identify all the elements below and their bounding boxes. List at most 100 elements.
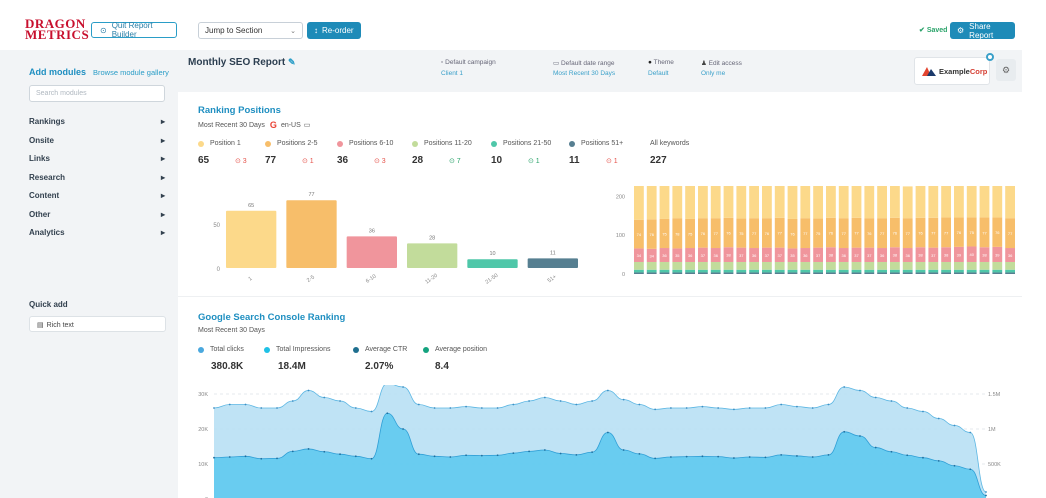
segment-data-label: 77 — [777, 231, 782, 236]
legend-item[interactable]: Positions 2-5 — [265, 140, 317, 147]
pencil-icon[interactable]: ✎ — [288, 57, 296, 67]
company-logo[interactable]: Example Corp — [914, 57, 990, 85]
segment-data-label: 36 — [880, 253, 885, 258]
impressions-point — [827, 403, 830, 406]
stacked-segment — [954, 217, 964, 247]
legend-value: 65 — [198, 155, 210, 166]
logo-settings-badge[interactable] — [986, 53, 994, 61]
segment-data-label: 76 — [726, 231, 731, 236]
segment-data-label: 37 — [854, 253, 859, 258]
gsc-legend-item[interactable]: Total Impressions — [264, 346, 330, 353]
stacked-segment — [877, 218, 887, 249]
stacked-segment — [902, 218, 913, 249]
add-modules-tab[interactable]: Add modules — [29, 67, 87, 77]
palette-icon: ● — [648, 59, 652, 66]
theme-value[interactable]: Default — [648, 70, 669, 77]
default-campaign-value[interactable]: Client 1 — [441, 70, 464, 77]
y-right-tick-label: 1M — [988, 427, 996, 433]
stacked-segment — [826, 261, 836, 270]
impressions-point — [465, 405, 467, 408]
stacked-segment — [749, 248, 759, 262]
date-range-value[interactable]: Most Recent 30 Days — [553, 70, 616, 77]
jump-to-section-select[interactable]: Jump to Section ⌄ — [198, 22, 303, 39]
clicks-point — [764, 456, 767, 459]
segment-data-label: 77 — [931, 231, 936, 236]
stacked-segment — [723, 261, 734, 270]
stacked-segment — [979, 186, 990, 218]
stacked-segment — [698, 261, 708, 270]
ranking-distribution-bar-chart: 0 50 65 1 77 2-5 36 6-10 28 11-20 10 21-50 11 51+ — [213, 192, 578, 286]
stacked-segment — [749, 218, 759, 249]
stacked-segment — [851, 261, 862, 270]
stacked-segment — [992, 269, 1003, 273]
stacked-segment — [877, 186, 887, 219]
stacked-segment — [902, 186, 913, 219]
sidebar-item-label: Other — [29, 210, 51, 219]
sidebar-item-content[interactable]: Content ▸ — [29, 191, 165, 200]
stacked-segment — [979, 272, 990, 274]
legend-item[interactable]: Positions 21-50 — [491, 140, 551, 147]
stacked-segment — [1005, 261, 1015, 270]
legend-item[interactable]: Positions 51+ — [569, 140, 623, 147]
stacked-segment — [800, 269, 811, 273]
stacked-segment — [685, 218, 695, 249]
segment-data-label: 37 — [701, 253, 706, 258]
stacked-segment — [928, 247, 939, 262]
stacked-segment — [685, 272, 695, 274]
y-left-tick-label: 20K — [198, 427, 208, 433]
rich-text-button[interactable]: ▤ Rich text — [29, 316, 166, 332]
stacked-segment — [838, 186, 849, 219]
impressions-point — [622, 398, 625, 401]
sidebar-item-onsite[interactable]: Onsite ▸ — [29, 136, 165, 145]
locale-label: en-US — [280, 121, 301, 129]
segment-data-label: 39 — [995, 252, 1000, 257]
report-title[interactable]: Monthly SEO Report ✎ — [188, 57, 296, 68]
reorder-button[interactable]: ↕ Re-order — [307, 22, 361, 39]
sidebar-item-research[interactable]: Research ▸ — [29, 173, 165, 182]
segment-data-label: 74 — [637, 232, 642, 237]
legend-value: 11 — [569, 155, 580, 166]
legend-item[interactable]: Position 1 — [198, 140, 241, 147]
clicks-point — [591, 451, 594, 453]
stacked-segment — [979, 269, 990, 273]
clicks-point — [638, 452, 641, 455]
stacked-segment — [979, 261, 990, 270]
sidebar-item-rankings[interactable]: Rankings ▸ — [29, 117, 165, 126]
stacked-segment — [864, 272, 875, 274]
sidebar-item-links[interactable]: Links ▸ — [29, 154, 165, 163]
gsc-legend-item[interactable]: Total clicks — [198, 346, 244, 353]
impressions-point — [985, 491, 987, 493]
legend-item[interactable]: All keywords — [650, 140, 689, 147]
share-report-button[interactable]: ⚙ Share Report — [950, 22, 1015, 40]
stacked-segment — [877, 248, 887, 262]
stacked-segment — [1005, 269, 1015, 273]
browse-module-gallery-link[interactable]: Browse module gallery — [93, 68, 169, 77]
quit-report-builder-button[interactable]: ⊙ Quit Report Builder — [91, 21, 177, 39]
stacked-segment — [736, 272, 747, 274]
segment-data-label: 77 — [854, 231, 859, 236]
search-modules-input[interactable]: Search modules — [29, 85, 165, 102]
gsc-legend-item[interactable]: Average CTR — [353, 346, 407, 353]
sidebar-item-analytics[interactable]: Analytics ▸ — [29, 228, 165, 237]
dragon-metrics-logo[interactable]: DRAGON METRICS — [25, 17, 89, 41]
stacked-segment — [710, 269, 721, 273]
top-bar: DRAGON METRICS ⊙ Quit Report Builder Jum… — [0, 0, 1046, 50]
legend-item[interactable]: Positions 6-10 — [337, 140, 393, 147]
stacked-segment — [1005, 218, 1015, 249]
stacked-segment — [646, 261, 657, 270]
clicks-point — [985, 494, 987, 497]
stacked-segment — [787, 261, 798, 270]
stacked-segment — [902, 261, 913, 270]
bar — [226, 210, 277, 268]
jump-label: Jump to Section — [205, 26, 263, 35]
gsc-legend-item[interactable]: Average position — [423, 346, 487, 353]
stacked-segment — [838, 218, 849, 249]
edit-access-value[interactable]: Only me — [701, 70, 726, 77]
legend-item[interactable]: Positions 11-20 — [412, 140, 472, 147]
sidebar-item-other[interactable]: Other ▸ — [29, 210, 165, 219]
report-settings-gear-icon[interactable]: ⚙ — [996, 59, 1016, 81]
stacked-segment — [992, 217, 1003, 247]
segment-data-label: 38 — [893, 253, 898, 258]
caret-right-icon: ▸ — [160, 191, 165, 200]
stacked-segment — [851, 247, 862, 262]
